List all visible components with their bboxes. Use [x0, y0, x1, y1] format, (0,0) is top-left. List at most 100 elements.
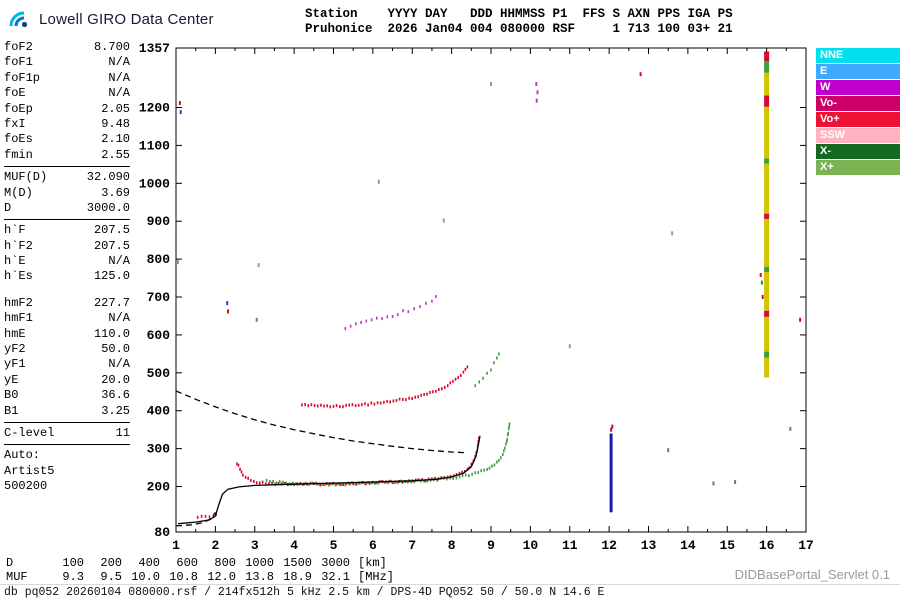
y-tick-label: 1357: [139, 41, 170, 56]
ionogram-plot: 1 2 3 4 5 6 7 8 9 10 11 12 13 14 15 16 17802003004005006…: [139, 41, 814, 553]
param-label: 500200: [4, 479, 48, 494]
param-b0: B0 36.6: [4, 388, 130, 403]
parameter-group: MUF(D) 32.090 M(D) 3.69 D 3000.0: [4, 170, 130, 221]
trace-path: [175, 511, 216, 527]
giro-logo-icon: [9, 11, 28, 28]
param-value: 3.25: [101, 403, 130, 418]
param-yf1: yF1 N/A: [4, 357, 130, 372]
param-label: foEs: [4, 132, 33, 147]
param-fmin: fmin 2.55: [4, 148, 130, 163]
param-label: D: [4, 200, 12, 215]
y-tick-label: 80: [154, 525, 170, 540]
series-second-hop-o: [301, 365, 469, 409]
param-value: N/A: [108, 357, 130, 372]
series-rfi-16mhz: [764, 51, 770, 378]
param-label: h`Es: [4, 269, 33, 284]
param-value: N/A: [108, 254, 130, 269]
x-tick-label: 15: [719, 538, 735, 553]
param-value: 32.090: [86, 170, 130, 185]
param-value: 20.0: [101, 372, 130, 387]
param-hmf1: hmF1 N/A: [4, 311, 130, 326]
series-rfi-12mhz: [609, 433, 613, 513]
y-tick-label: 800: [147, 252, 171, 267]
dmuf-value: 18.9: [283, 570, 312, 584]
x-tick-label: 12: [601, 538, 617, 553]
lowell-giro-logo: Lowell GIRO Data Center: [8, 7, 214, 31]
station-header: Station YYYY DAY DDD HHMMSS P1 FFS S AXN…: [305, 7, 733, 37]
legend-e: E: [816, 64, 900, 79]
param-fof1p: foF1p N/A: [4, 71, 130, 86]
x-tick-label: 17: [798, 538, 814, 553]
param-value: 227.7: [93, 295, 130, 310]
dmuf-value: 9.3: [62, 570, 84, 584]
param-label: foF1: [4, 55, 33, 70]
dmuf-value: 1000: [245, 556, 274, 570]
param-label: foF1p: [4, 70, 41, 85]
param-label: B1: [4, 403, 19, 418]
param-value: 50.0: [101, 342, 130, 357]
parameter-panel: foF2 8.700 foF1 N/A foF1p N/A foE N/A foEp 2.05 fx…: [4, 40, 130, 495]
dmuf-value: 12.0: [207, 570, 236, 584]
param-foep: foEp 2.05: [4, 102, 130, 117]
param-value: N/A: [108, 86, 130, 101]
legend-nne: NNE: [816, 48, 900, 63]
param-value: 11: [115, 425, 130, 440]
param-fof1: foF1 N/A: [4, 55, 130, 70]
param-label: hmF1: [4, 311, 33, 326]
param-label: foEp: [4, 101, 33, 116]
x-tick-label: 9: [487, 538, 495, 553]
param-label: hmE: [4, 326, 26, 341]
dmuf-row-label: D: [6, 556, 14, 570]
param-value: 3000.0: [86, 200, 130, 215]
series-noise: [177, 72, 802, 486]
legend-vo+: Vo+: [816, 112, 900, 127]
param-value: N/A: [108, 70, 130, 85]
dmuf-unit: [MHz]: [358, 570, 395, 584]
param-value: 2.55: [101, 147, 130, 162]
x-tick-label: 7: [408, 538, 416, 553]
status-bar: db pq052 20260104 080000.rsf / 214fx512h…: [0, 584, 900, 600]
param-fof2: foF2 8.700: [4, 40, 130, 55]
param-hmf2: hmF2 227.7: [4, 296, 130, 311]
y-tick-label: 700: [147, 290, 171, 305]
d-muf-table: D 100 200 400 600 800 1000 1500 3000 [km] MUF 9.3 9.…: [6, 556, 394, 584]
station-header-columns: Station YYYY DAY DDD HHMMSS P1 FFS S AXN…: [305, 7, 733, 21]
x-tick-label: 16: [759, 538, 775, 553]
param-value: N/A: [108, 55, 130, 70]
param-value: 2.05: [101, 101, 130, 116]
y-tick-label: 500: [147, 366, 171, 381]
x-tick-label: 1: [172, 538, 180, 553]
param-label: MUF(D): [4, 170, 48, 185]
dmuf-value: 32.1: [321, 570, 350, 584]
param-label: foE: [4, 86, 26, 101]
dmuf-value: 10.0: [131, 570, 160, 584]
param-h-es: h`Es 125.0: [4, 269, 130, 284]
station-header-values: Pruhonice 2026 Jan04 004 080000 RSF 1 71…: [305, 22, 733, 36]
y-tick-label: 200: [147, 480, 171, 495]
parameter-group: Auto: Artist5 500200: [4, 448, 130, 494]
dmuf-value: 13.8: [245, 570, 274, 584]
param-b1: B1 3.25: [4, 404, 130, 419]
param-fxi: fxI 9.48: [4, 117, 130, 132]
param-value: 9.48: [101, 116, 130, 131]
param-value: 110.0: [93, 326, 130, 341]
param-label: yF2: [4, 342, 26, 357]
param-label: h`F2: [4, 238, 33, 253]
dmuf-unit: [km]: [358, 556, 387, 570]
param-auto: Auto:: [4, 448, 130, 463]
legend-w: W: [816, 80, 900, 95]
param-label: Artist5: [4, 463, 55, 478]
param-c-level: C-level 11: [4, 426, 130, 441]
param-500200: 500200: [4, 479, 130, 494]
dmuf-value: 400: [138, 556, 160, 570]
x-tick-label: 2: [211, 538, 219, 553]
param-value: 2.10: [101, 132, 130, 147]
param-foes: foEs 2.10: [4, 132, 130, 147]
parameter-group: hmF2 227.7 hmF1 N/A hmE 110.0 yF2 50.0 yF1 N/A yE 2…: [4, 296, 130, 423]
legend-x+: X+: [816, 160, 900, 175]
y-tick-label: 1200: [139, 101, 170, 116]
param-label: C-level: [4, 425, 55, 440]
dmuf-row-label: MUF: [6, 570, 28, 584]
servlet-version-label: DIDBasePortal_Servlet 0.1: [734, 567, 890, 582]
dmuf-row-d: D 100 200 400 600 800 1000 1500 3000 [km]: [6, 556, 394, 570]
